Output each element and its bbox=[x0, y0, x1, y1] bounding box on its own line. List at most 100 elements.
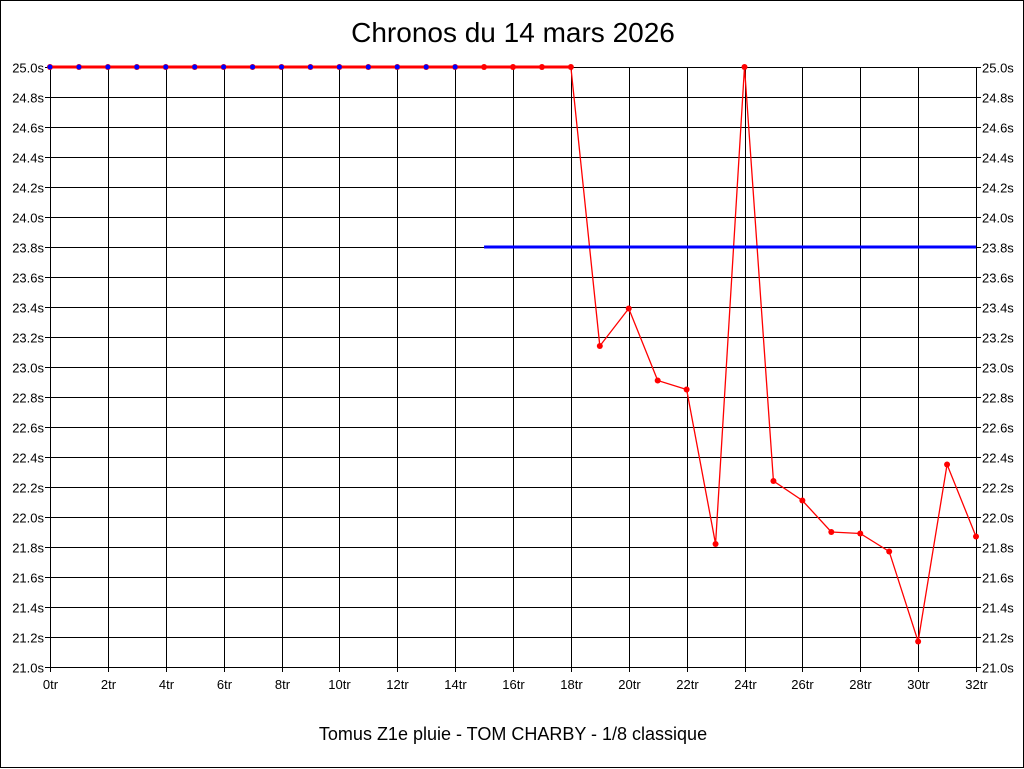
x-tick-label: 30tr bbox=[907, 677, 930, 692]
blue-series-point bbox=[279, 64, 284, 70]
red-series-point bbox=[944, 461, 951, 468]
y-tick-label-left: 23.4s bbox=[12, 301, 44, 316]
blue-series-point bbox=[163, 64, 169, 70]
red-series-point bbox=[538, 64, 545, 70]
y-tick-label-right: 23.6s bbox=[982, 271, 1014, 286]
y-tick-label-right: 24.8s bbox=[982, 91, 1014, 106]
y-tick-label-left: 22.4s bbox=[12, 451, 44, 466]
y-tick-label-left: 22.0s bbox=[12, 511, 44, 526]
y-tick-label-left: 23.8s bbox=[12, 241, 44, 256]
x-tick-label: 16tr bbox=[502, 677, 525, 692]
y-tick-label-right: 21.2s bbox=[982, 631, 1014, 646]
y-tick-label-left: 23.6s bbox=[12, 271, 44, 286]
x-tick-label: 24tr bbox=[734, 677, 757, 692]
blue-series-point bbox=[250, 64, 256, 70]
x-tick-label: 12tr bbox=[386, 677, 409, 692]
y-tick-label-right: 21.0s bbox=[982, 661, 1014, 676]
y-tick-label-left: 24.8s bbox=[12, 91, 44, 106]
y-tick-label-left: 23.2s bbox=[12, 331, 44, 346]
y-tick-label-left: 22.8s bbox=[12, 391, 44, 406]
y-tick-label-left: 23.0s bbox=[12, 361, 44, 376]
red-series-point bbox=[915, 638, 922, 645]
y-tick-label-left: 24.0s bbox=[12, 211, 44, 226]
blue-series-point bbox=[134, 64, 140, 70]
red-series-point bbox=[683, 386, 690, 393]
y-tick-label-right: 23.8s bbox=[982, 241, 1014, 256]
x-tick-label: 14tr bbox=[444, 677, 467, 692]
red-series-point bbox=[654, 377, 661, 384]
red-series-point bbox=[712, 541, 719, 547]
red-series-point bbox=[596, 343, 603, 349]
x-tick-label: 26tr bbox=[791, 677, 814, 692]
y-tick-label-left: 22.2s bbox=[12, 481, 44, 496]
y-tick-label-right: 23.4s bbox=[982, 301, 1014, 316]
red-series-point bbox=[625, 305, 632, 312]
red-series-point bbox=[973, 533, 979, 540]
y-tick-label-left: 21.4s bbox=[12, 601, 44, 616]
x-tick-label: 0tr bbox=[43, 677, 59, 692]
blue-series-point bbox=[76, 64, 82, 70]
x-tick-label: 10tr bbox=[328, 677, 351, 692]
grid bbox=[50, 67, 977, 668]
y-tick-label-right: 21.6s bbox=[982, 571, 1014, 586]
y-tick-label-left: 21.0s bbox=[12, 661, 44, 676]
x-tick-label: 28tr bbox=[849, 677, 872, 692]
red-series-point bbox=[741, 64, 748, 70]
tick-labels: 0tr 2tr 4tr 6tr 8tr 10tr 12tr 14tr 16tr 18tr 20tr 2… bbox=[12, 61, 1014, 693]
blue-series-point bbox=[105, 64, 111, 70]
y-tick-label-left: 24.4s bbox=[12, 151, 44, 166]
y-tick-label-right: 24.4s bbox=[982, 151, 1014, 166]
blue-series-point bbox=[394, 64, 400, 70]
y-tick-label-right: 23.0s bbox=[982, 361, 1014, 376]
y-tick-label-right: 23.2s bbox=[982, 331, 1014, 346]
series-layer bbox=[47, 64, 979, 645]
blue-series-point bbox=[192, 64, 198, 70]
y-tick-label-right: 25.0s bbox=[982, 61, 1014, 76]
x-tick-label: 20tr bbox=[618, 677, 641, 692]
y-tick-label-right: 24.0s bbox=[982, 211, 1014, 226]
y-tick-label-right: 22.0s bbox=[982, 511, 1014, 526]
x-tick-label: 6tr bbox=[217, 677, 233, 692]
red-series-point bbox=[510, 64, 516, 70]
red-series-line bbox=[570, 66, 977, 642]
y-tick-label-right: 22.4s bbox=[982, 451, 1014, 466]
x-tick-label: 18tr bbox=[560, 677, 583, 692]
y-tick-label-right: 21.8s bbox=[982, 541, 1014, 556]
blue-series-point bbox=[47, 64, 53, 70]
red-series-point bbox=[770, 478, 777, 484]
red-series-point bbox=[567, 64, 574, 70]
y-tick-label-left: 22.6s bbox=[12, 421, 44, 436]
y-tick-label-right: 22.8s bbox=[982, 391, 1014, 406]
y-tick-label-right: 21.4s bbox=[982, 601, 1014, 616]
x-tick-label: 8tr bbox=[275, 677, 291, 692]
y-tick-label-right: 22.2s bbox=[982, 481, 1014, 496]
blue-series-point bbox=[221, 64, 227, 70]
x-tick-label: 32tr bbox=[965, 677, 988, 692]
y-tick-label-left: 21.8s bbox=[12, 541, 44, 556]
y-tick-label-right: 22.6s bbox=[982, 421, 1014, 436]
y-tick-label-right: 24.6s bbox=[982, 121, 1014, 136]
red-series-point bbox=[828, 529, 835, 535]
chart-title: Chronos du 14 mars 2026 bbox=[351, 17, 675, 48]
y-tick-label-right: 24.2s bbox=[982, 181, 1014, 196]
y-tick-label-left: 21.2s bbox=[12, 631, 44, 646]
y-tick-label-left: 24.6s bbox=[12, 121, 44, 136]
y-tick-label-left: 24.2s bbox=[12, 181, 44, 196]
x-tick-label: 4tr bbox=[159, 677, 175, 692]
red-series-point bbox=[857, 530, 864, 537]
blue-series-point bbox=[336, 64, 342, 70]
red-series-point bbox=[886, 548, 893, 555]
blue-series-point bbox=[423, 64, 429, 70]
y-tick-label-left: 21.6s bbox=[12, 571, 44, 586]
blue-series-point bbox=[365, 64, 371, 70]
red-series-point bbox=[799, 497, 806, 504]
blue-series-point bbox=[452, 64, 458, 70]
chart-subtitle: Tomus Z1e pluie - TOM CHARBY - 1/8 class… bbox=[318, 724, 708, 744]
blue-series-point bbox=[307, 64, 313, 70]
red-series-point bbox=[481, 64, 488, 70]
y-tick-label-left: 25.0s bbox=[12, 61, 44, 76]
x-tick-label: 22tr bbox=[676, 677, 699, 692]
x-tick-label: 2tr bbox=[101, 677, 117, 692]
